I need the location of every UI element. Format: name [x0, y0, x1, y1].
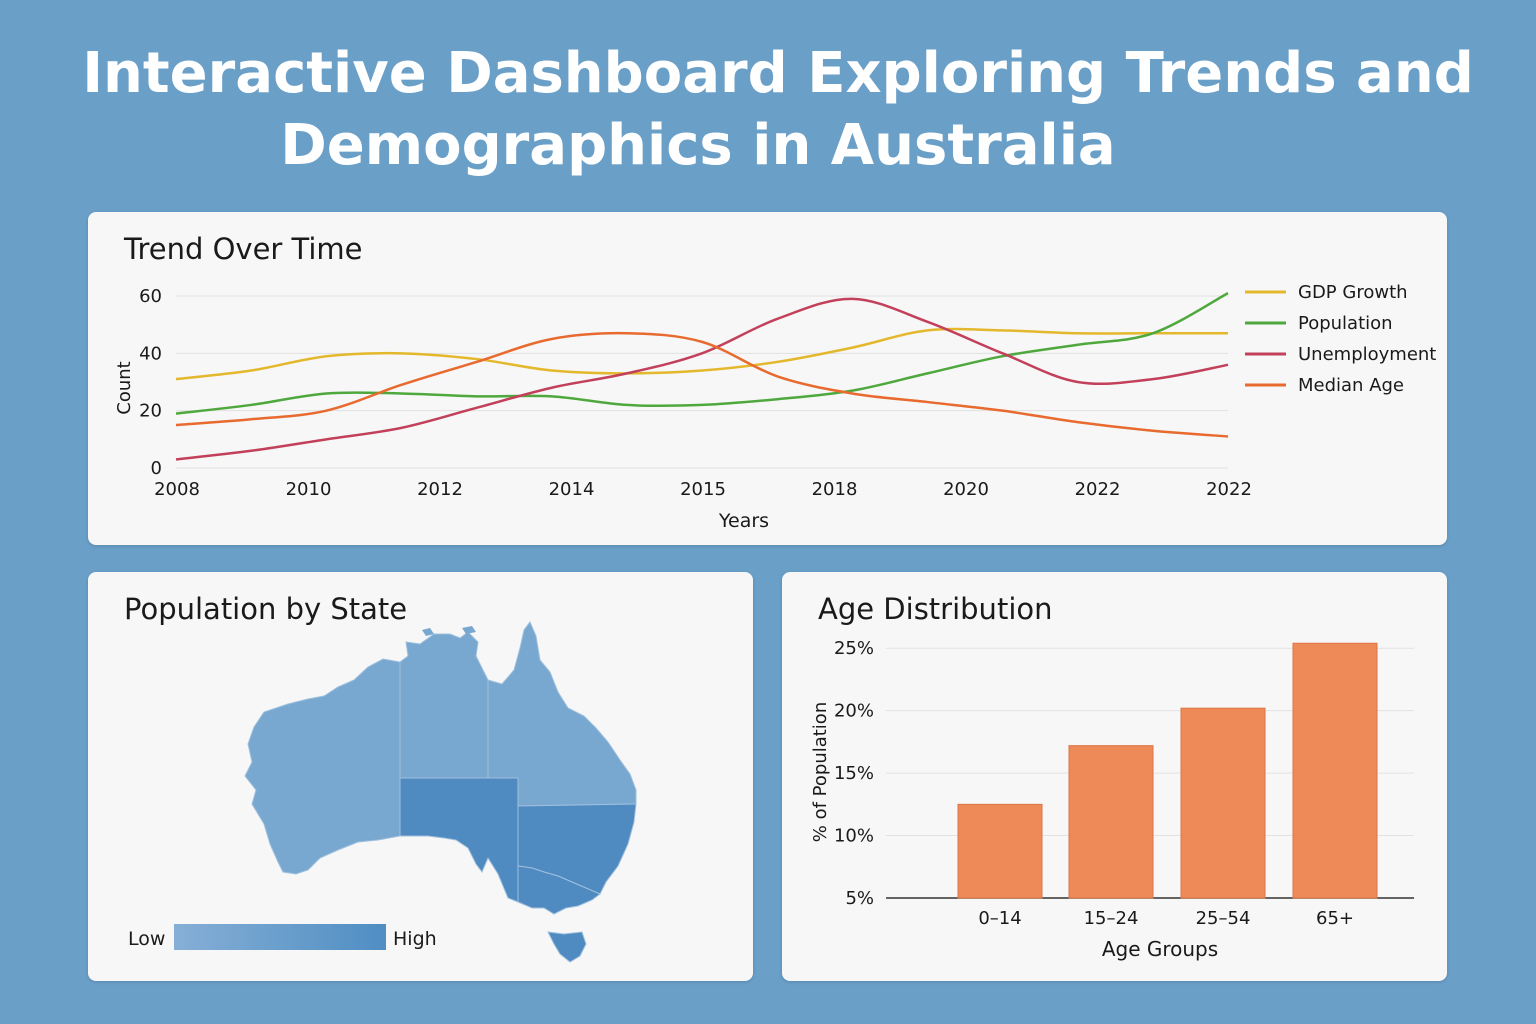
legend-label[interactable]: Median Age [1298, 375, 1404, 396]
trend-x-axis-label: Years [718, 510, 769, 532]
trend-x-tick-label: 2015 [680, 479, 726, 500]
island-shape [422, 628, 434, 636]
state-sa[interactable] [399, 777, 519, 903]
age-card: Age Distribution 5% 10% 15% 20% 25% 0–14 15–24… [782, 572, 1447, 981]
title-line-2: Demographics in Australia [280, 113, 1116, 178]
age-chart: 5% 10% 15% 20% 25% 0–14 15–24 25–54 65+ Age Grou… [810, 638, 1414, 961]
map-card: Population by State Low High [88, 572, 753, 981]
state-tas[interactable] [547, 931, 587, 963]
legend-label[interactable]: Population [1298, 313, 1393, 334]
trend-y-tick-label: 60 [139, 286, 162, 307]
trend-chart: 0 20 40 60 2008 2010 2012 2014 2015 2018 2020 2022 2… [114, 282, 1436, 532]
trend-y-axis-label: Count [114, 361, 135, 414]
trend-y-tick-label: 0 [151, 458, 162, 479]
trend-x-tick-label: 2018 [812, 479, 858, 500]
legend-low-label: Low [128, 928, 166, 950]
legend-label[interactable]: Unemployment [1298, 344, 1436, 365]
age-y-tick-label: 15% [834, 763, 874, 784]
legend-high-label: High [393, 928, 437, 950]
australia-map [244, 621, 637, 963]
trend-x-tick-label: 2012 [417, 479, 463, 500]
legend-label[interactable]: GDP Growth [1298, 282, 1408, 303]
age-title: Age Distribution [818, 592, 1053, 626]
series-line-population[interactable] [175, 292, 1229, 415]
trend-y-tick-label: 20 [139, 401, 162, 422]
age-bar[interactable] [957, 803, 1043, 899]
age-y-tick-label: 10% [834, 826, 874, 847]
state-vic[interactable] [517, 865, 601, 915]
age-bar[interactable] [1292, 642, 1378, 899]
state-nt[interactable] [399, 631, 489, 779]
map-color-legend [174, 924, 386, 950]
series-line-unemployment[interactable] [175, 297, 1229, 461]
age-x-tick-label: 0–14 [978, 908, 1021, 929]
trend-x-tick-label: 2020 [943, 479, 989, 500]
trend-y-tick-label: 40 [139, 343, 162, 364]
island-shape [462, 626, 476, 634]
age-y-tick-label: 5% [845, 888, 874, 909]
age-x-tick-label: 15–24 [1084, 908, 1139, 929]
age-bar[interactable] [1180, 707, 1266, 899]
trend-x-tick-label: 2010 [286, 479, 332, 500]
age-x-axis-label: Age Groups [1102, 937, 1218, 961]
age-x-tick-label: 25–54 [1196, 908, 1251, 929]
age-y-tick-label: 20% [834, 701, 874, 722]
trend-card: Trend Over Time 0 20 40 60 2008 2010 2012 2014 2… [88, 212, 1447, 545]
age-bar[interactable] [1068, 745, 1154, 899]
trend-x-tick-label: 2022 [1206, 479, 1252, 500]
trend-x-tick-label: 2022 [1075, 479, 1121, 500]
series-line-gdp-growth[interactable] [175, 327, 1228, 381]
title-line-1: Interactive Dashboard Exploring Trends a… [82, 41, 1474, 106]
state-wa[interactable] [244, 658, 401, 875]
map-title: Population by State [124, 592, 408, 626]
age-x-tick-label: 65+ [1316, 908, 1354, 929]
trend-title: Trend Over Time [124, 232, 363, 266]
series-line-median-age[interactable] [175, 331, 1229, 438]
trend-x-tick-label: 2008 [154, 479, 200, 500]
age-y-axis-label: % of Population [810, 702, 831, 842]
dashboard-title: Interactive Dashboard Exploring Trends a… [0, 38, 1536, 182]
age-y-tick-label: 25% [834, 638, 874, 659]
trend-x-tick-label: 2014 [549, 479, 595, 500]
